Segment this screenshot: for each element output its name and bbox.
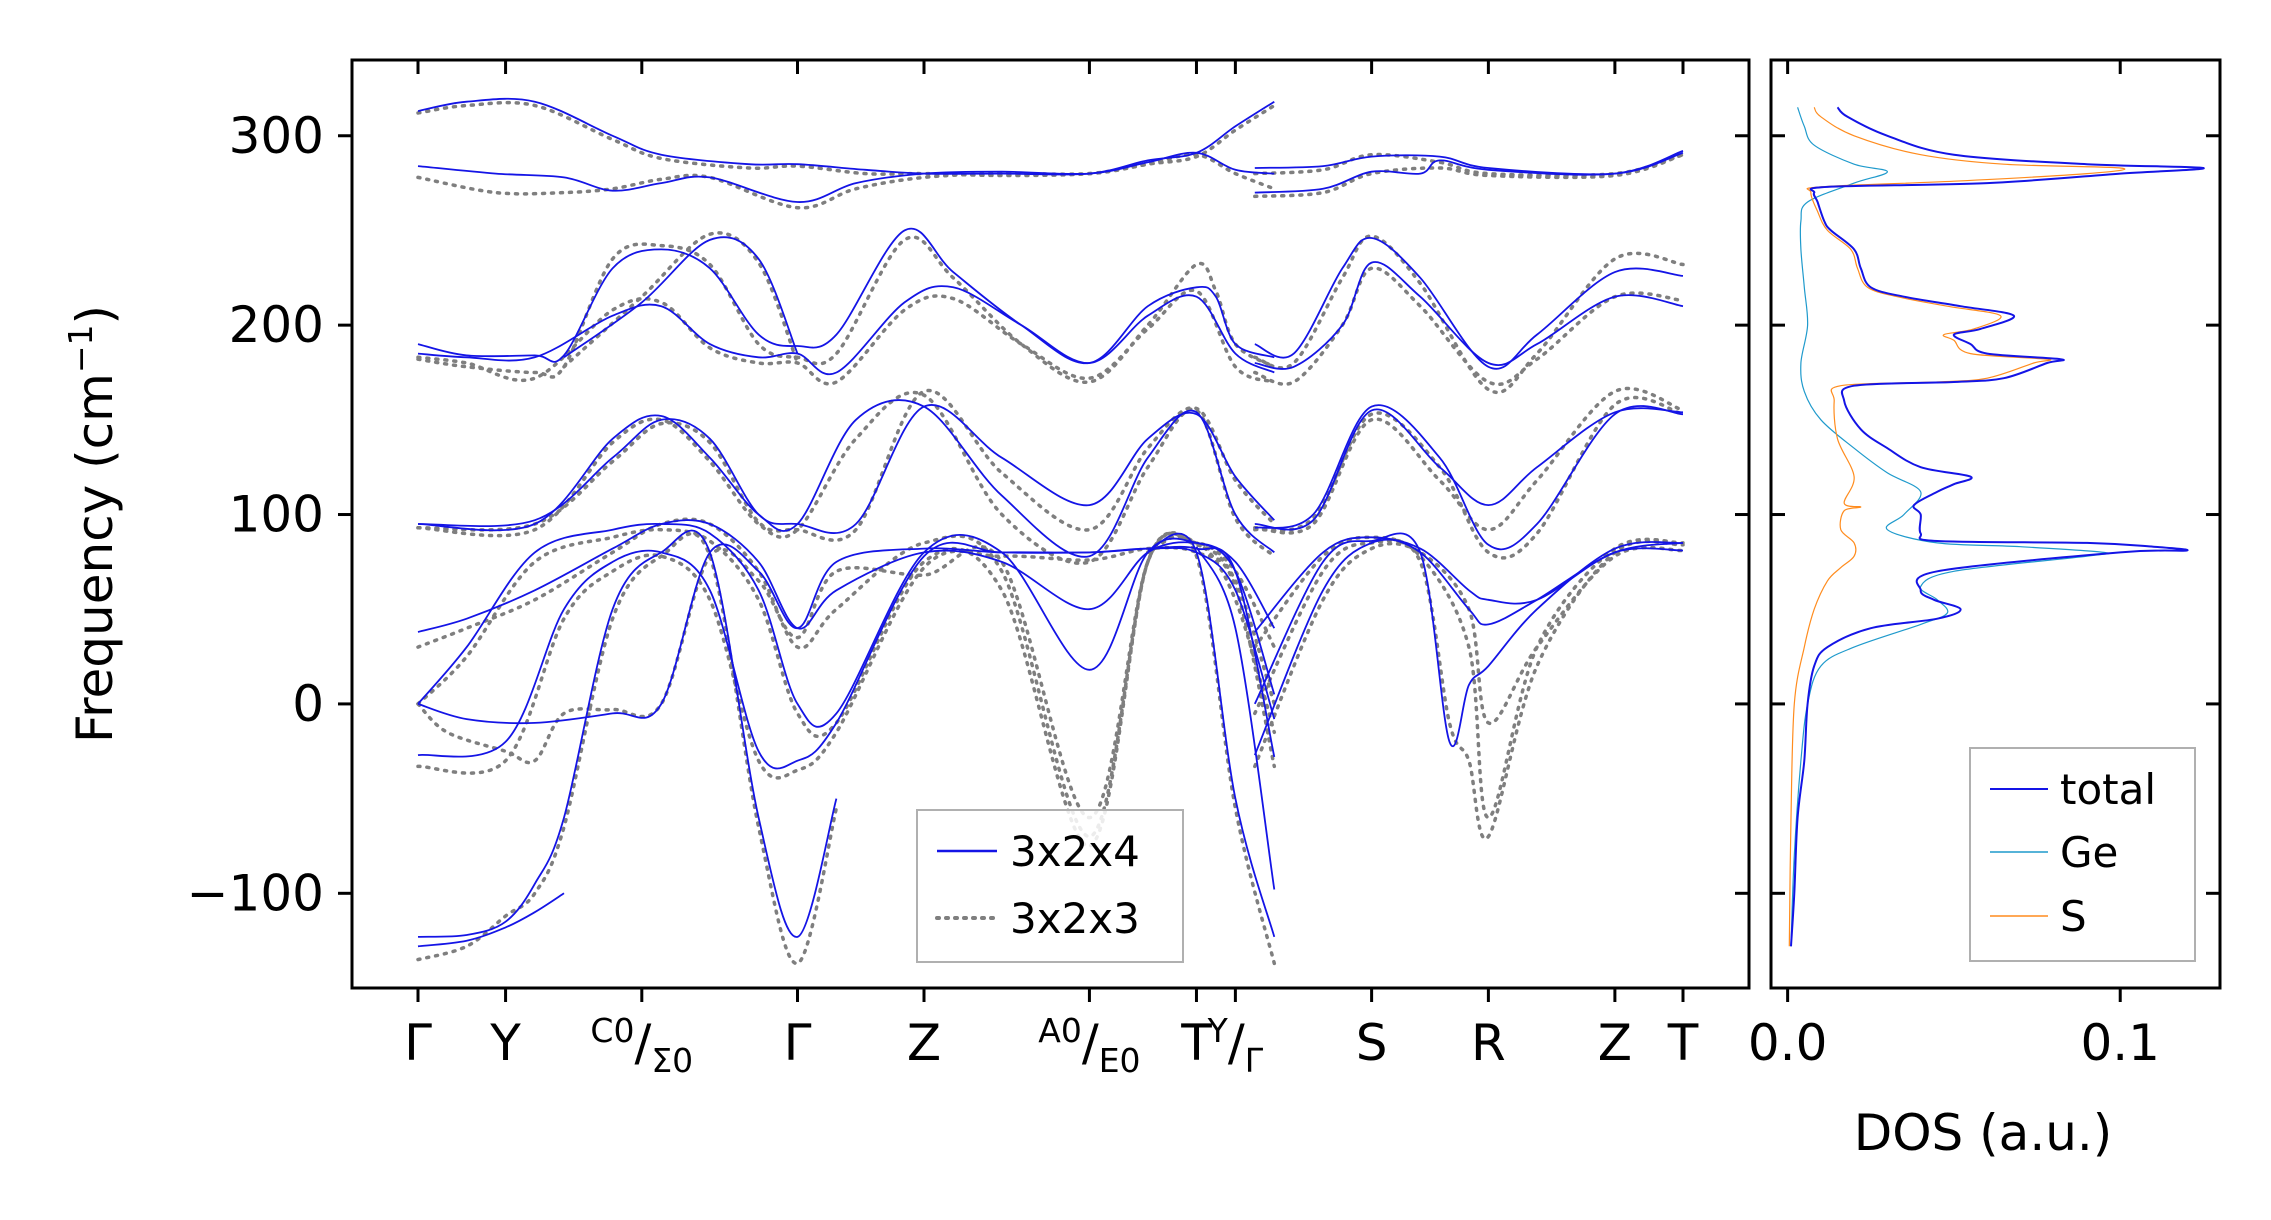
band-line-3x2x3-15 — [416, 531, 1277, 820]
dos-legend: total Ge S — [1969, 747, 2196, 962]
band-ytick-label-3: 200 — [229, 296, 324, 354]
band-line-3x2x3-12 — [1253, 395, 1685, 560]
band-ytick-label-1: 0 — [292, 675, 324, 733]
band-line-3x2x4-22 — [1147, 532, 1276, 938]
legend-label-3x2x3: 3x2x3 — [1010, 894, 1140, 943]
band-ytick-label-4: 300 — [229, 107, 324, 165]
band-xtick-label-5: A0/E0 — [1038, 1011, 1140, 1080]
y-axis-label-unit-exponent: −1 — [61, 324, 100, 373]
band-line-3x2x3-8 — [1253, 266, 1685, 387]
band-legend-box — [916, 809, 1184, 963]
dos-line-s — [1788, 106, 2126, 947]
band-line-3x2x3-17 — [1253, 535, 1685, 820]
band-line-3x2x3-1 — [416, 152, 1277, 210]
band-xtick-label-6: T — [1180, 1014, 1212, 1072]
band-line-3x2x3-11 — [1253, 386, 1685, 535]
legend-label-ge: Ge — [2060, 828, 2118, 877]
dos-line-total — [1790, 106, 2205, 947]
band-line-3x2x4-23 — [1195, 546, 1276, 890]
band-line-3x2x4-9 — [417, 404, 1275, 534]
band-line-3x2x3-10 — [416, 390, 1277, 565]
band-line-3x2x3-4 — [416, 235, 1277, 384]
band-line-3x2x4-6 — [563, 236, 799, 359]
legend-label-3x2x4: 3x2x4 — [1010, 827, 1140, 876]
dos-plot-area — [1788, 106, 2205, 947]
dos-legend-box — [1969, 747, 2196, 962]
band-line-3x2x4-15 — [417, 543, 1276, 725]
band-line-3x2x3-5 — [416, 288, 1277, 386]
dos-xtick-label-0: 0.0 — [1748, 1014, 1828, 1072]
band-line-3x2x4-11 — [1254, 407, 1684, 531]
band-y-ticks: −100 0 100 200 300 — [187, 107, 1749, 922]
dos-xtick-label-1: 0.1 — [2080, 1014, 2160, 1072]
band-line-3x2x4-18 — [1253, 532, 1684, 747]
band-xtick-label-2: C0/Σ0 — [590, 1011, 693, 1080]
y-axis-label-close: ) — [66, 305, 124, 325]
band-plot-frame — [350, 58, 1751, 990]
band-line-3x2x3-2 — [1253, 152, 1685, 178]
band-x-ticks: Γ Y C0/Σ0 Γ Z A0/E0 TY/Γ S R Z T — [404, 60, 1699, 1080]
band-line-3x2x4-8 — [1254, 261, 1684, 370]
band-line-3x2x4-7 — [1254, 237, 1684, 370]
band-xtick-label-9: R — [1471, 1014, 1506, 1072]
band-xtick-label-7: Y/Γ — [1207, 1011, 1264, 1080]
band-plot-area — [416, 97, 1685, 966]
dos-plot-frame — [1769, 58, 2222, 990]
band-xtick-label-0: Γ — [404, 1014, 432, 1072]
band-line-3x2x4-5 — [417, 285, 1275, 376]
band-line-3x2x4-16 — [417, 541, 1276, 770]
band-xtick-label-11: T — [1667, 1014, 1699, 1072]
band-legend: 3x2x4 3x2x3 — [916, 809, 1184, 963]
legend-label-total: total — [2060, 765, 2156, 814]
band-line-3x2x3-20 — [416, 531, 839, 966]
dos-panel: 0.0 0.1 DOS (a.u.) total Ge S — [1748, 58, 2222, 1162]
band-line-3x2x3-0 — [416, 100, 1277, 178]
band-xtick-label-1: Y — [489, 1014, 521, 1072]
band-xtick-label-10: Z — [1598, 1014, 1632, 1072]
dos-x-ticks: 0.0 0.1 — [1748, 60, 2160, 1072]
band-line-3x2x3-19 — [1253, 541, 1685, 769]
band-line-3x2x3-14 — [416, 527, 1277, 848]
band-line-3x2x4-20 — [417, 529, 838, 938]
band-line-3x2x4-21 — [417, 892, 565, 948]
dos-x-axis-label: DOS (a.u.) — [1854, 1104, 2113, 1162]
band-line-3x2x3-18 — [1253, 538, 1685, 841]
band-line-3x2x4-4 — [417, 227, 1275, 365]
y-axis-label-text: Frequency (cm — [66, 373, 124, 743]
band-line-3x2x3-9 — [416, 388, 1277, 542]
band-line-3x2x4-10 — [417, 399, 1275, 558]
band-line-3x2x4-19 — [1253, 538, 1684, 756]
band-line-3x2x4-12 — [1254, 404, 1684, 551]
band-line-3x2x4-3 — [1254, 150, 1684, 194]
band-ytick-label-0: −100 — [187, 864, 324, 922]
band-line-3x2x4-1 — [417, 151, 1275, 203]
band-ytick-label-2: 100 — [229, 486, 324, 544]
band-xtick-label-8: S — [1356, 1014, 1388, 1072]
band-xtick-label-4: Z — [907, 1014, 941, 1072]
legend-label-s: S — [2060, 892, 2087, 941]
dos-y-ticks — [1771, 134, 2220, 895]
y-axis-label: Frequency (cm−1) — [61, 305, 124, 743]
band-xtick-label-3: Γ — [784, 1014, 812, 1072]
band-line-3x2x3-7 — [1253, 234, 1685, 394]
band-line-3x2x4-0 — [417, 97, 1275, 176]
band-line-3x2x3-3 — [1253, 152, 1685, 199]
band-line-3x2x4-13 — [417, 519, 1276, 633]
